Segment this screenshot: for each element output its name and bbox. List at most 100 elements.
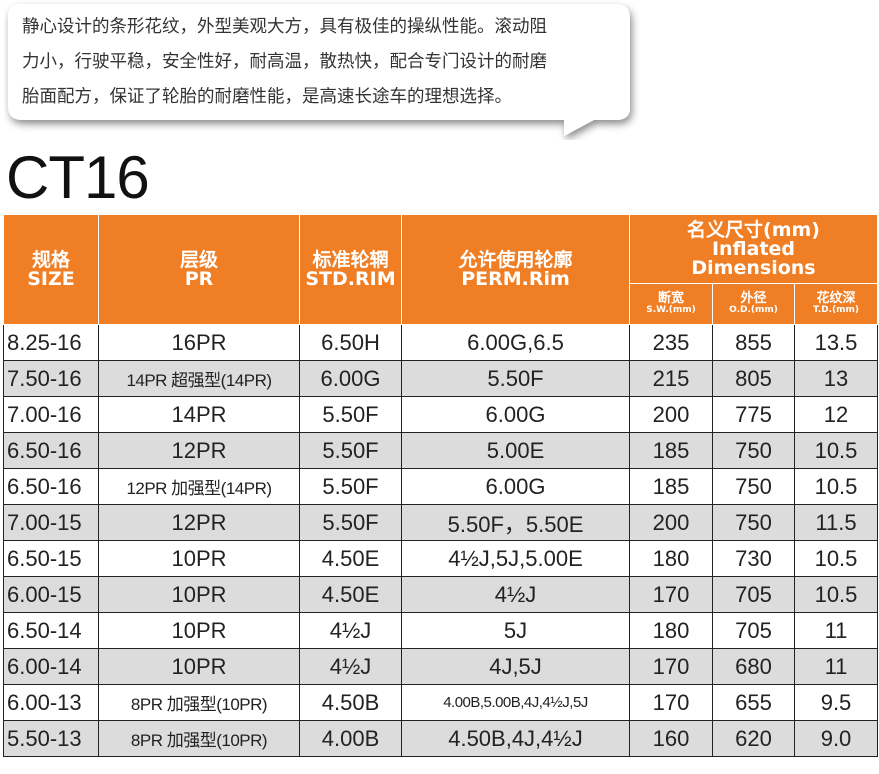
table-row: 7.50-16 14PR 超强型(14PR) 6.00G 5.50F 215 8…	[3, 360, 878, 397]
cell-od: 730	[712, 540, 795, 577]
table-row: 5.50-13 8PR 加强型(10PR) 4.00B 4.50B,4J,4½J…	[3, 720, 878, 757]
header-perm-en: PERM.Rim	[461, 267, 570, 290]
cell-td: 13.5	[794, 324, 878, 361]
header-rim: 标准轮辋 STD.RIM	[299, 214, 402, 325]
cell-size: 6.50-15	[3, 540, 99, 577]
cell-size: 5.50-13	[3, 720, 99, 757]
cell-perm: 4½J	[401, 576, 630, 613]
header-size-en: SIZE	[27, 267, 75, 290]
cell-sw: 235	[629, 324, 713, 361]
cell-perm: 6.00G,6.5	[401, 324, 630, 361]
cell-perm: 5.00E	[401, 432, 630, 469]
header-td: 花纹深 T.D.(mm)	[794, 283, 878, 325]
intro-line: 胎面配方，保证了轮胎的耐磨性能，是高速长途车的理想选择。	[22, 87, 512, 107]
cell-size: 7.00-15	[3, 504, 99, 541]
header-dimensions: 名义尺寸(mm) Inflated Dimensions	[629, 214, 878, 284]
cell-rim: 4.50B	[299, 684, 402, 721]
table-row: 7.00-16 14PR 5.50F 6.00G 200 775 12	[3, 396, 878, 433]
cell-pr: 10PR	[98, 576, 300, 613]
cell-td: 10.5	[794, 576, 878, 613]
header-perm-cn: 允许使用轮廓	[458, 248, 573, 271]
header-td-en: T.D.(mm)	[812, 305, 860, 316]
cell-od: 705	[712, 576, 795, 613]
cell-size: 6.50-16	[3, 432, 99, 469]
intro-text: 静心设计的条形花纹，外型美观大方，具有极佳的操纵性能。滚动阻 力小，行驶平稳，安…	[22, 10, 632, 115]
cell-sw: 170	[629, 648, 713, 685]
cell-perm: 4.50B,4J,4½J	[401, 720, 630, 757]
intro-bubble	[8, 4, 630, 136]
header-dim-cn: 名义尺寸(mm)	[687, 218, 820, 241]
table-row: 8.25-16 16PR 6.50H 6.00G,6.5 235 855 13.…	[3, 324, 878, 361]
intro-line: 力小，行驶平稳，安全性好，耐高温，散热快，配合专门设计的耐磨	[22, 52, 547, 72]
header-sw-en: S.W.(mm)	[646, 305, 696, 316]
cell-perm: 4½J,5J,5.00E	[401, 540, 630, 577]
cell-td: 12	[794, 396, 878, 433]
header-pr: 层级 PR	[98, 214, 300, 325]
cell-sw: 200	[629, 504, 713, 541]
table-row: 6.00-14 10PR 4½J 4J,5J 170 680 11	[3, 648, 878, 685]
table-row: 6.00-15 10PR 4.50E 4½J 170 705 10.5	[3, 576, 878, 613]
cell-od: 750	[712, 468, 795, 505]
header-od-cn: 外径	[740, 290, 767, 306]
cell-td: 9.5	[794, 684, 878, 721]
cell-sw: 180	[629, 540, 713, 577]
table-row: 6.50-14 10PR 4½J 5J 180 705 11	[3, 612, 878, 649]
cell-size: 6.50-14	[3, 612, 99, 649]
header-td-cn: 花纹深	[816, 290, 856, 306]
cell-od: 855	[712, 324, 795, 361]
cell-pr: 10PR	[98, 612, 300, 649]
cell-td: 10.5	[794, 432, 878, 469]
header-pr-en: PR	[184, 267, 214, 290]
cell-size: 6.00-13	[3, 684, 99, 721]
table-row: 6.50-15 10PR 4.50E 4½J,5J,5.00E 180 730 …	[3, 540, 878, 577]
cell-sw: 200	[629, 396, 713, 433]
cell-pr: 8PR 加强型(10PR)	[98, 684, 300, 721]
cell-od: 750	[712, 504, 795, 541]
cell-sw: 170	[629, 576, 713, 613]
cell-perm: 4.00B,5.00B,4J,4½J,5J	[401, 684, 630, 721]
cell-rim: 4½J	[299, 612, 402, 649]
cell-td: 9.0	[794, 720, 878, 757]
cell-pr: 8PR 加强型(10PR)	[98, 720, 300, 757]
table-row: 6.00-13 8PR 加强型(10PR) 4.50B 4.00B,5.00B,…	[3, 684, 878, 721]
cell-perm: 4J,5J	[401, 648, 630, 685]
model-title: CT16	[6, 144, 150, 211]
header-perm: 允许使用轮廓 PERM.Rim	[401, 214, 630, 325]
header-rim-en: STD.RIM	[305, 267, 396, 290]
cell-pr: 10PR	[98, 648, 300, 685]
table-row: 6.50-16 12PR 加强型(14PR) 5.50F 6.00G 185 7…	[3, 468, 878, 505]
spec-table: 规格 SIZE 层级 PR 标准轮辋 STD.RIM 允许使用轮廓 PERM.R…	[3, 214, 878, 757]
cell-sw: 170	[629, 684, 713, 721]
cell-rim: 6.00G	[299, 360, 402, 397]
cell-pr: 12PR	[98, 504, 300, 541]
intro-line: 静心设计的条形花纹，外型美观大方，具有极佳的操纵性能。滚动阻	[22, 17, 547, 37]
cell-sw: 180	[629, 612, 713, 649]
cell-perm: 6.00G	[401, 396, 630, 433]
cell-od: 680	[712, 648, 795, 685]
cell-rim: 5.50F	[299, 432, 402, 469]
cell-rim: 5.50F	[299, 396, 402, 433]
cell-perm: 5J	[401, 612, 630, 649]
cell-pr: 14PR	[98, 396, 300, 433]
cell-rim: 5.50F	[299, 468, 402, 505]
cell-pr: 12PR	[98, 432, 300, 469]
cell-pr: 12PR 加强型(14PR)	[98, 468, 300, 505]
cell-rim: 4½J	[299, 648, 402, 685]
cell-rim: 4.50E	[299, 576, 402, 613]
cell-size: 8.25-16	[3, 324, 99, 361]
cell-pr: 10PR	[98, 540, 300, 577]
cell-rim: 4.50E	[299, 540, 402, 577]
cell-td: 11	[794, 612, 878, 649]
cell-td: 10.5	[794, 468, 878, 505]
cell-size: 6.50-16	[3, 468, 99, 505]
header-od-en: O.D.(mm)	[729, 305, 778, 316]
header-dim-en2: Dimensions	[691, 256, 816, 279]
cell-od: 805	[712, 360, 795, 397]
cell-od: 775	[712, 396, 795, 433]
table-row: 6.50-16 12PR 5.50F 5.00E 185 750 10.5	[3, 432, 878, 469]
cell-od: 620	[712, 720, 795, 757]
cell-pr: 14PR 超强型(14PR)	[98, 360, 300, 397]
cell-td: 11	[794, 648, 878, 685]
cell-rim: 5.50F	[299, 504, 402, 541]
cell-pr: 16PR	[98, 324, 300, 361]
